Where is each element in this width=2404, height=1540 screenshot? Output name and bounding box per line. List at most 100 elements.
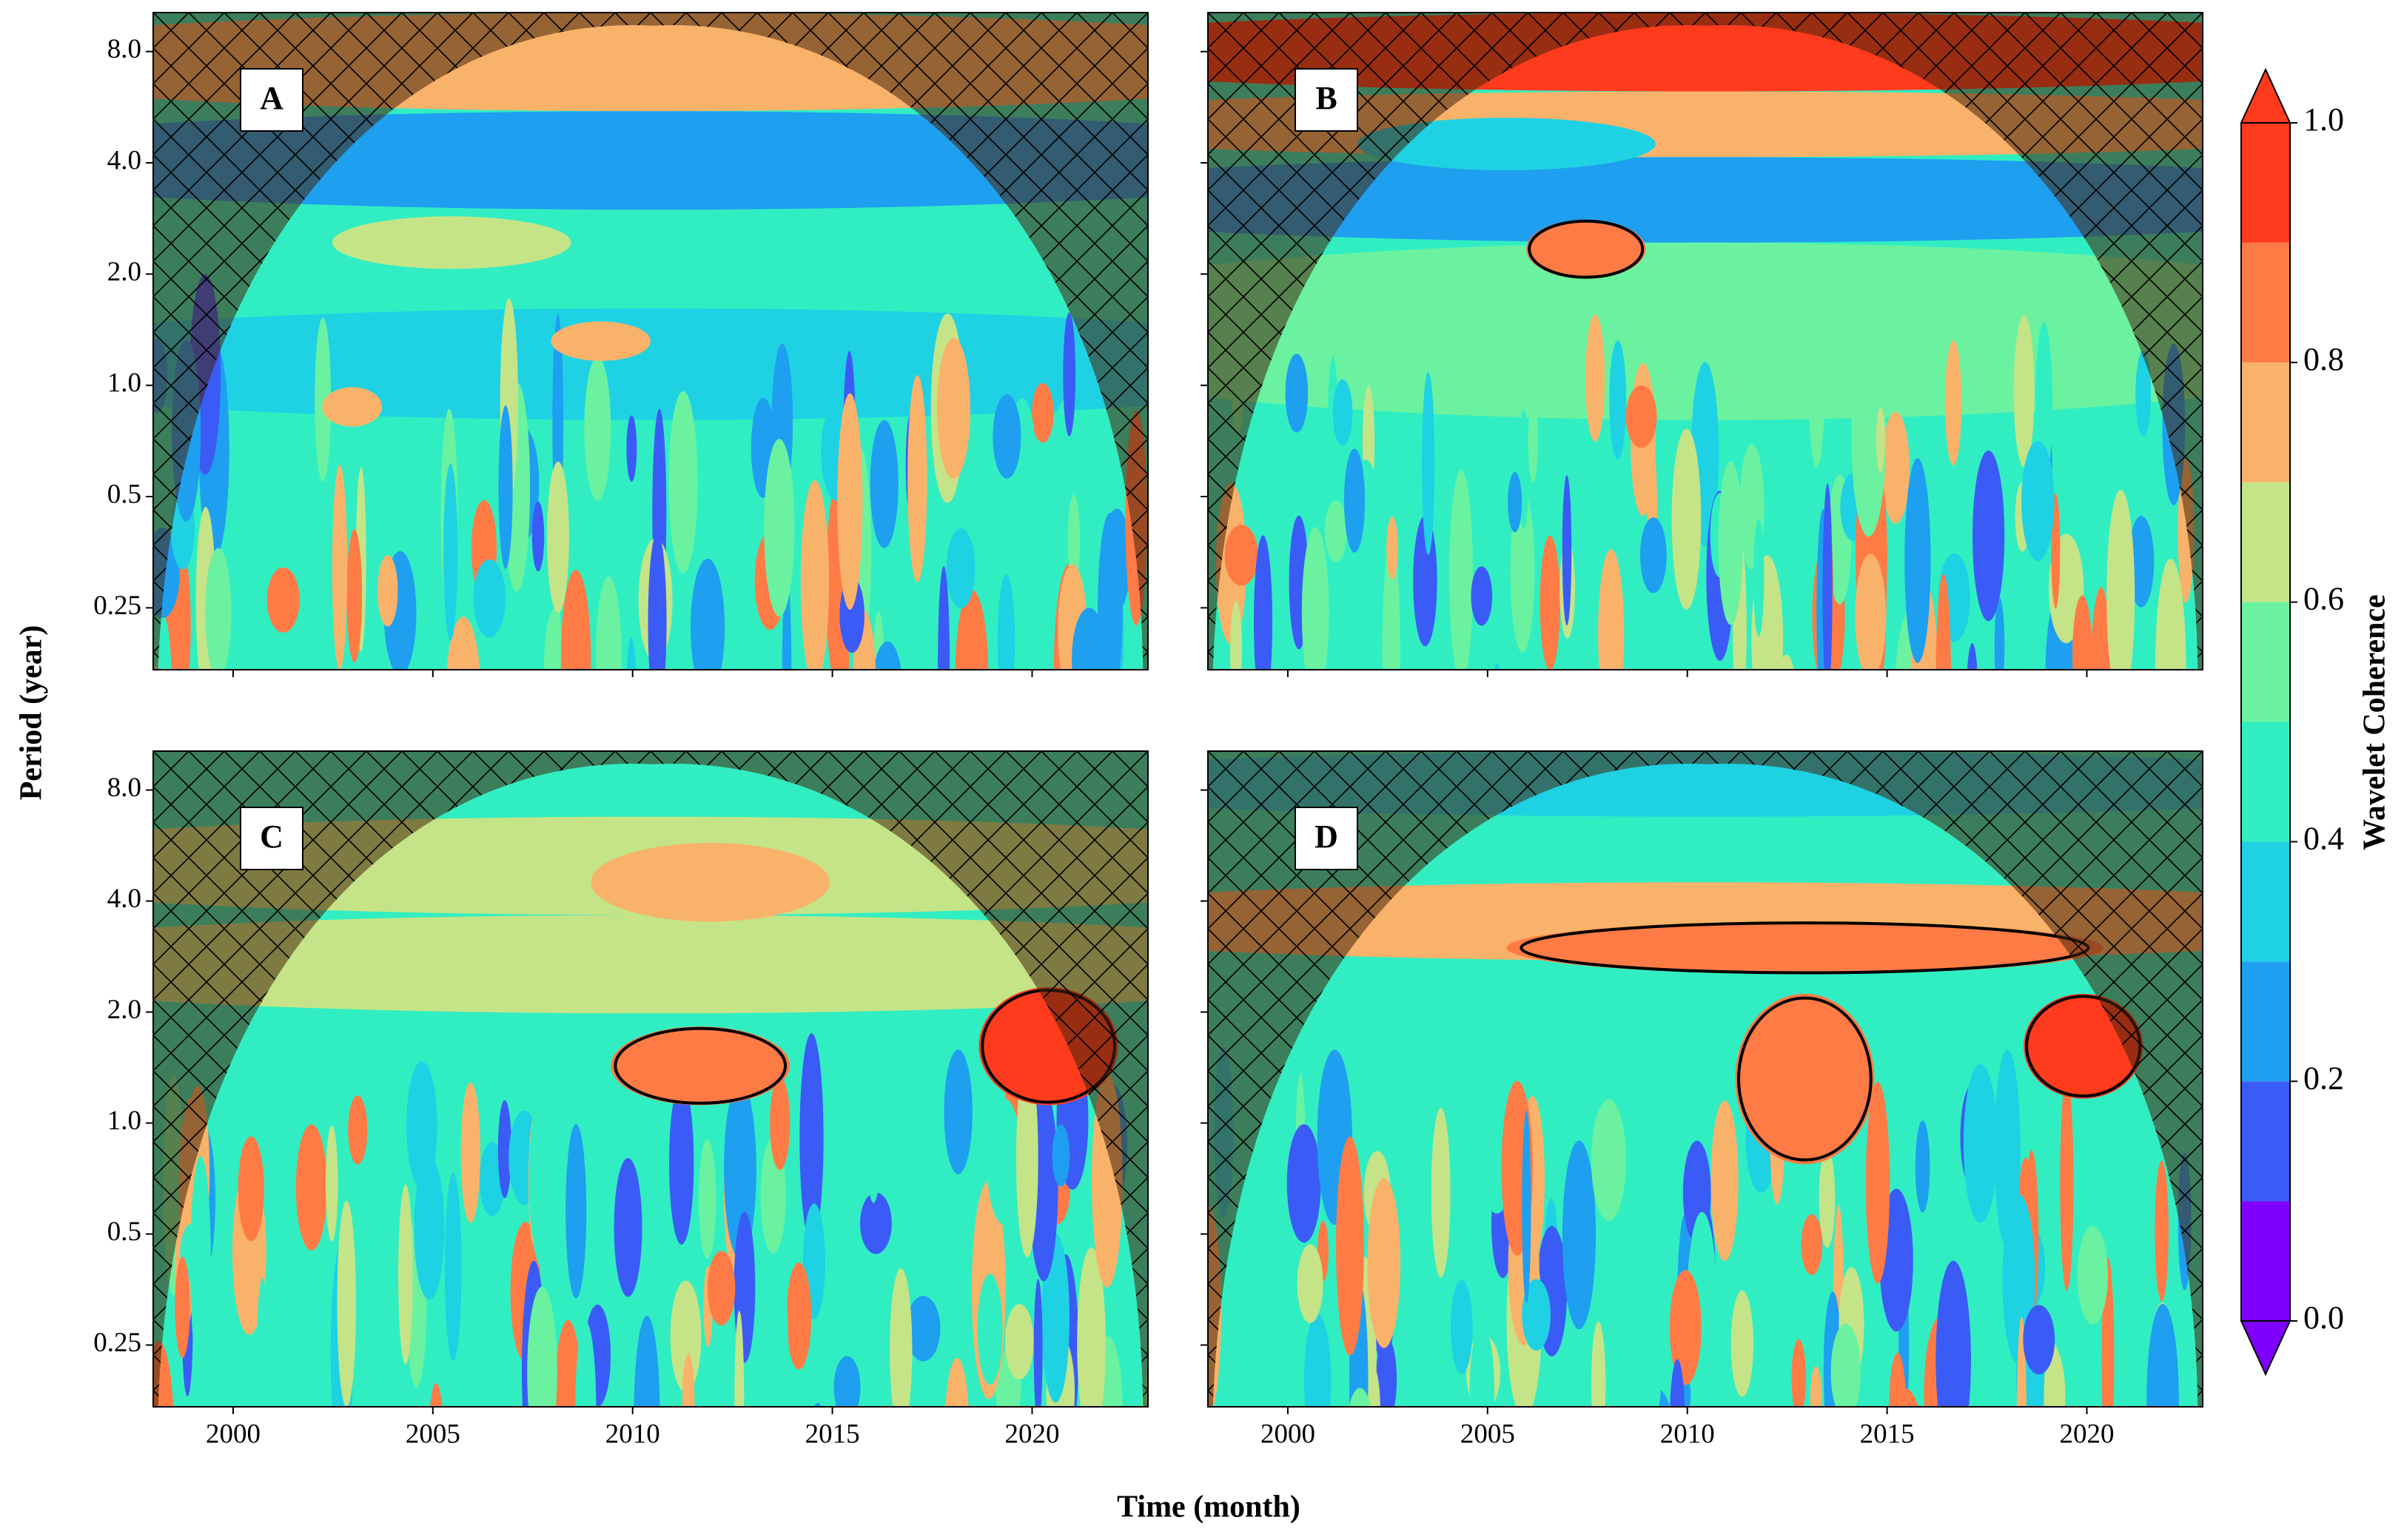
x-tick-label: 2020 (1004, 1419, 1059, 1449)
y-tick-label: 0.25 (93, 591, 141, 621)
field-stripe (175, 1257, 190, 1358)
field-stripe (1720, 1248, 1737, 1314)
field-stripe (584, 356, 611, 501)
field-stripe (1810, 1366, 1822, 1407)
colorbar-tick-label: 1.0 (2303, 101, 2344, 138)
field-stripe (473, 559, 506, 638)
field-stripe (799, 1033, 824, 1243)
coherence-field (1208, 751, 2203, 1407)
field-stripe (626, 415, 637, 482)
field-stripe (1625, 385, 1657, 448)
field-stripe (443, 463, 458, 641)
field-stripe (860, 1192, 892, 1254)
y-axis-label: Period (year) (15, 625, 49, 801)
field-stripe (1349, 1388, 1371, 1407)
y-tick-label: 1.0 (107, 368, 141, 398)
y-tick-label: 4.0 (107, 884, 141, 914)
field-stripe (1098, 513, 1123, 670)
field-stripe (1598, 549, 1625, 670)
field-stripe (2072, 595, 2092, 670)
field-stripe (1830, 1323, 1861, 1407)
field-stripe (977, 1274, 1003, 1385)
field-stripe (1855, 554, 1887, 670)
field-stripe (936, 337, 971, 479)
x-tick-label: 2015 (1860, 1419, 1915, 1449)
field-stripe (669, 1082, 694, 1245)
field-stripe (2077, 1225, 2108, 1325)
x-tick-label: 2005 (1460, 1419, 1515, 1449)
field-stripe (1494, 662, 1500, 670)
panel-label: D (1315, 818, 1338, 855)
field-stripe (777, 1278, 789, 1407)
field-stripe (1609, 340, 1627, 460)
field-stripe (1628, 1314, 1662, 1407)
colorbar-tick-label: 0.0 (2303, 1299, 2344, 1336)
field-stripe (575, 1321, 597, 1407)
field-stripe (301, 1281, 319, 1407)
field-stripe (1522, 1279, 1551, 1351)
field-blob (1526, 219, 1646, 279)
y-tick-label: 2.0 (107, 995, 141, 1025)
field-stripe (938, 565, 950, 670)
y-tick-label: 0.5 (107, 1217, 141, 1247)
field-blob (332, 216, 571, 269)
field-stripe (997, 574, 1015, 670)
field-stripe (1753, 519, 1765, 636)
field-stripe (1301, 527, 1329, 670)
field-band (1208, 961, 2203, 1158)
field-stripe (1889, 1352, 1907, 1407)
field-stripe (1041, 1234, 1070, 1403)
field-stripe (1591, 1099, 1626, 1221)
field-stripe (1015, 1058, 1038, 1258)
plot-frame (1207, 750, 2203, 1408)
field-stripe (446, 616, 480, 670)
field-stripe (1669, 1270, 1702, 1385)
field-stripe (2023, 1305, 2055, 1375)
field-blob (591, 843, 830, 922)
field-stripe (724, 1080, 756, 1259)
panel-label: A (260, 80, 283, 116)
field-stripe (1767, 1283, 1797, 1370)
colorbar-segment (2241, 362, 2290, 482)
field-stripe (1808, 284, 1825, 468)
y-tick-label: 2.0 (107, 257, 141, 287)
field-stripe (670, 1280, 702, 1393)
field-stripe (906, 1296, 941, 1362)
field-stripe (1357, 556, 1383, 670)
field-stripe (528, 1087, 560, 1271)
field-stripe (547, 461, 569, 613)
field-stripe (2051, 493, 2061, 608)
colorbar-extend-bottom (2240, 1320, 2291, 1376)
field-stripe (1710, 1100, 1739, 1262)
panel-label-box (1295, 807, 1358, 870)
field-stripe (1067, 494, 1081, 588)
colorbar-segment (2241, 482, 2290, 602)
field-stripe (993, 394, 1021, 479)
panel-label-box (240, 68, 303, 132)
field-stripe (460, 1082, 481, 1223)
colorbar-tick-label: 0.8 (2303, 341, 2344, 377)
field-stripe (2155, 1160, 2169, 1302)
colorbar-segment (2241, 1081, 2290, 1202)
colorbar-tick-label: 0.2 (2303, 1060, 2344, 1096)
field-stripe (1967, 642, 1978, 670)
x-tick-label: 2000 (1260, 1419, 1315, 1449)
y-tick-label: 1.0 (107, 1106, 141, 1136)
field-stripe (2060, 1075, 2074, 1291)
field-stripe (1935, 574, 1951, 670)
field-stripe (668, 391, 698, 574)
field-stripe (377, 554, 398, 627)
y-tick-label: 4.0 (107, 146, 141, 176)
field-stripe (1303, 1314, 1332, 1407)
field-stripe (614, 1157, 642, 1297)
field-stripe (1562, 475, 1572, 626)
colorbar-segment (2241, 841, 2290, 962)
field-stripe (1718, 461, 1743, 625)
coherence-field (153, 13, 1148, 670)
field-stripe (1671, 428, 1702, 610)
panel-label-box (1295, 68, 1358, 132)
field-blob (1735, 993, 1875, 1165)
field-blob (551, 321, 651, 361)
x-tick-label: 2010 (1660, 1419, 1715, 1449)
